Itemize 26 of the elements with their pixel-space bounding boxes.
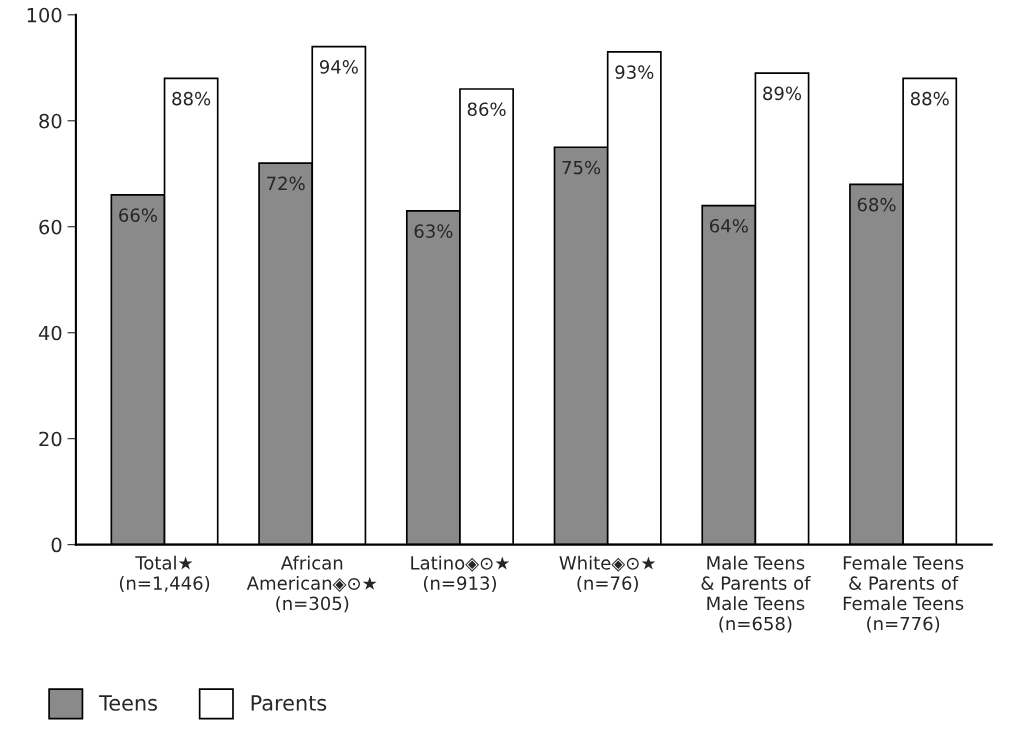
- data-label: 93%: [615, 65, 654, 79]
- data-label: 64%: [710, 218, 748, 233]
- data-label: 72%: [267, 176, 305, 191]
- data-label: 66%: [119, 208, 158, 223]
- data-label: 88%: [910, 91, 949, 106]
- y-tick-label: 20: [39, 431, 62, 447]
- data-label: 68%: [857, 197, 896, 212]
- x-tick-label: African American◈⊙★ (n=305): [246, 555, 377, 613]
- x-tick-label: White◈⊙★ (n=76): [559, 555, 656, 593]
- y-tick-label: 60: [39, 219, 62, 235]
- y-tick-label: 40: [38, 325, 62, 341]
- y-tick-label: 0: [51, 537, 62, 553]
- x-tick-label: Female Teens & Parents of Female Teens (n=776): [843, 555, 964, 633]
- data-label: 86%: [467, 102, 506, 117]
- legend-label: Parents: [251, 695, 327, 711]
- data-label: 63%: [414, 224, 453, 238]
- data-label: 88%: [172, 91, 211, 106]
- x-tick-label: Male Teens & Parents of Male Teens (n=658): [701, 555, 811, 633]
- data-label: 94%: [319, 60, 358, 74]
- y-tick-label: 100: [27, 7, 62, 23]
- data-label: 75%: [562, 160, 601, 175]
- legend-label: Teens: [99, 695, 157, 711]
- data-label: 89%: [763, 86, 802, 101]
- x-tick-label: Latino◈⊙★ (n=913): [411, 555, 510, 593]
- x-tick-label: Total★ (n=1,446): [119, 555, 210, 593]
- y-tick-label: 80: [39, 113, 62, 129]
